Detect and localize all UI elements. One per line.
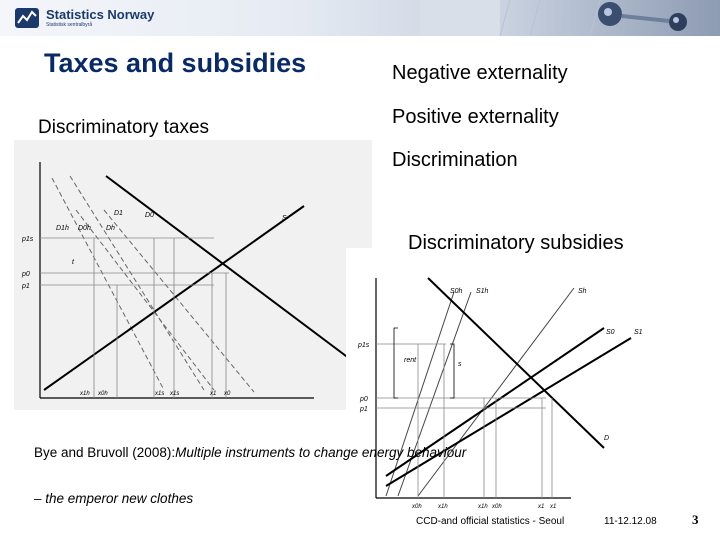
slide-title: Taxes and subsidies: [44, 48, 307, 78]
label-s1: S1: [634, 329, 643, 336]
citation: Bye and Bruvoll (2008):Multiple instrume…: [34, 444, 466, 461]
label-d0: D0: [145, 212, 154, 219]
item-negative-externality: Negative externality: [392, 62, 568, 84]
citation-subtitle: – the emperor new clothes: [34, 491, 194, 506]
label-x1h-a: x1h: [437, 504, 448, 510]
logo: Statistics Norway Statistisk sentralbyrå: [14, 7, 154, 29]
logo-subtitle: Statistisk sentralbyrå: [46, 22, 93, 28]
label-d1h: D1h: [56, 225, 69, 232]
tax-diagram-svg: D1 D0 S D1h D0h Dh p1s p0 p1 t x1h x0h x…: [21, 162, 355, 399]
label-p0: p0: [21, 271, 30, 278]
label-x0h: x0h: [97, 391, 108, 397]
item-discrimination: Discrimination: [392, 149, 518, 171]
label-d1: D1: [114, 210, 123, 217]
page-number: 3: [692, 512, 699, 527]
label-dh: Dh: [106, 225, 115, 232]
item-positive-externality: Positive externality: [392, 106, 559, 128]
logo-name: Statistics Norway: [46, 7, 155, 22]
label-x1s-b: x1s: [169, 391, 179, 397]
label-x1-b: x1: [549, 504, 556, 510]
header-decoration-image: [420, 0, 687, 36]
label-sh: Sh: [578, 288, 587, 295]
discriminatory-subsidies-diagram: S0h S1h Sh S0 S1 D p1s p0 p1 rent s x0h …: [346, 248, 708, 516]
label-x0h-b: x0h: [491, 504, 502, 510]
label-d0h: D0h: [78, 225, 91, 232]
label-x1h-b: x1h: [477, 504, 488, 510]
citation-authors: Bye and Bruvoll (2008):: [34, 445, 176, 460]
label-p1: p1: [21, 283, 30, 290]
header-banner: Statistics Norway Statistisk sentralbyrå: [0, 0, 720, 36]
label-d: D: [604, 435, 609, 442]
label-s: S: [282, 215, 287, 222]
label-p1: p1: [359, 406, 368, 413]
label-t: t: [72, 259, 75, 266]
left-heading: Discriminatory taxes: [38, 117, 210, 138]
label-s0: S0: [606, 329, 615, 336]
statistics-norway-logo-icon: [15, 8, 39, 28]
label-s: s: [458, 361, 462, 368]
label-s0h: S0h: [450, 288, 463, 295]
label-rent: rent: [404, 357, 417, 364]
citation-title: Multiple instruments to change energy be…: [175, 445, 467, 460]
label-x1: x1: [209, 391, 216, 397]
label-x1s-a: x1s: [154, 391, 164, 397]
label-x1-a: x1: [537, 504, 544, 510]
footer-dates: 11-12.12.08: [604, 516, 657, 527]
right-heading: Discriminatory subsidies: [408, 232, 624, 254]
label-p1s: p1s: [21, 236, 34, 243]
footer-event: CCD-and official statistics - Seoul: [416, 516, 565, 527]
label-p0: p0: [359, 396, 368, 403]
label-x1h: x1h: [79, 391, 90, 397]
discriminatory-taxes-diagram: D1 D0 S D1h D0h Dh p1s p0 p1 t x1h x0h x…: [14, 140, 372, 410]
label-x0h-a: x0h: [411, 504, 422, 510]
label-s1h: S1h: [476, 288, 489, 295]
label-x0: x0: [223, 391, 231, 397]
label-p1s: p1s: [357, 342, 370, 349]
subsidy-diagram-svg: S0h S1h Sh S0 S1 D p1s p0 p1 rent s x0h …: [357, 277, 643, 510]
